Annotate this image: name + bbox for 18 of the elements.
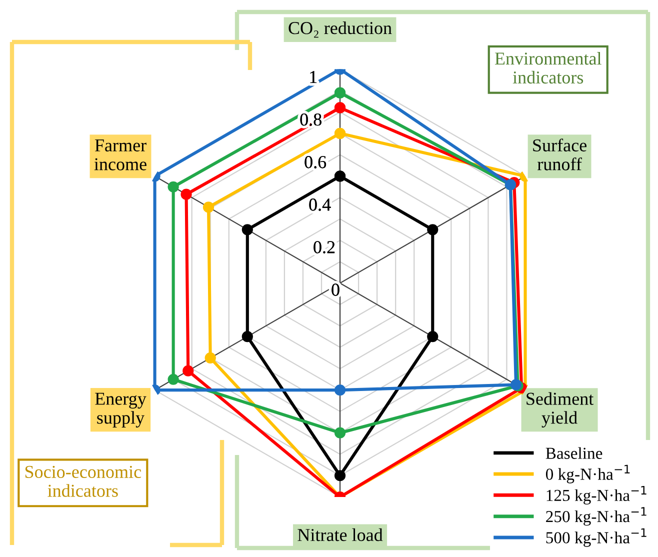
spoke-label: Surface runoff (533, 138, 586, 170)
text: Socio-economic indicators (25, 466, 142, 497)
spoke-label: Farmer income (94, 139, 146, 170)
spoke-label: CO₂ reduction (288, 21, 392, 38)
y-tick-label: 0.4 (309, 198, 331, 211)
legend-label: 0 kg-N·ha$^{−1}$ (546, 464, 630, 484)
legend-label: 125 kg-N·ha$^{−1}$ (546, 486, 646, 504)
y-tick-label: 0.2 (314, 241, 335, 254)
spoke-label: Energy supply (95, 392, 146, 428)
legend-label: 250 kg-N·ha$^{−1}$ (546, 507, 646, 526)
y-tick-label: 1 (310, 71, 317, 83)
y-tick-label: 0 (332, 284, 340, 296)
legend-label: Baseline (546, 447, 602, 459)
legend-label: 500 kg-N·ha$^{−1}$ (546, 528, 646, 547)
spoke-label: Nitrate load (298, 528, 383, 542)
text: Environmental indicators (494, 52, 602, 84)
y-tick-label: 0.6 (304, 156, 326, 168)
spoke-label: Sediment yield (526, 392, 594, 428)
